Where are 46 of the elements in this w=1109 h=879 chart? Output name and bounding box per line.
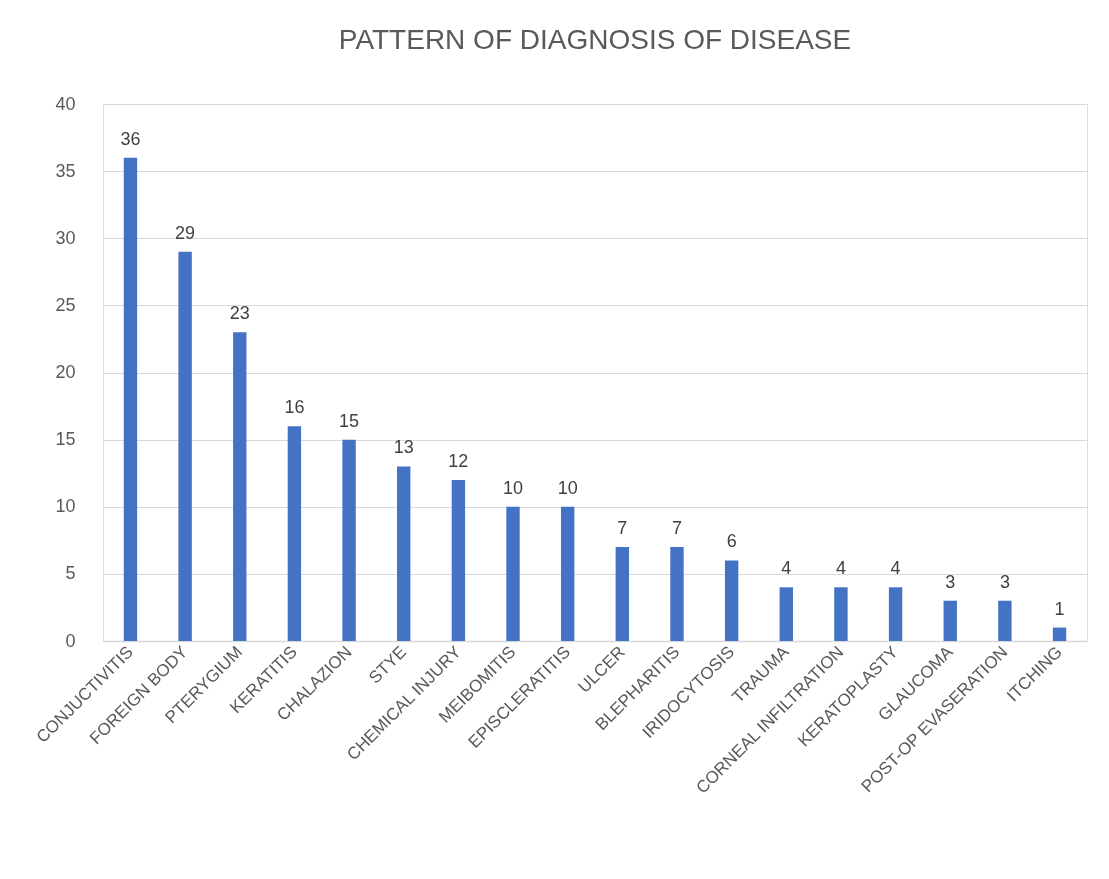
- data-label: 12: [448, 450, 469, 471]
- bar: [506, 506, 520, 641]
- y-tick-label: 25: [55, 294, 76, 315]
- data-label: 3: [945, 571, 956, 592]
- bar: [779, 587, 793, 641]
- bar: [615, 547, 630, 641]
- chart-title: PATTERN OF DIAGNOSIS OF DISEASE: [338, 24, 852, 55]
- data-label: 29: [175, 222, 196, 243]
- data-label: 6: [726, 531, 737, 552]
- data-label: 7: [617, 518, 628, 539]
- data-label: 10: [557, 477, 578, 498]
- y-tick-label: 35: [55, 160, 76, 181]
- bar: [342, 439, 356, 641]
- data-label: 10: [503, 477, 524, 498]
- y-tick-label: 5: [65, 563, 76, 584]
- data-label: 4: [835, 558, 846, 579]
- bar: [670, 547, 684, 641]
- y-tick-label: 20: [55, 362, 76, 382]
- y-tick-label: 40: [55, 93, 76, 114]
- data-label: 3: [999, 571, 1010, 592]
- bar: [451, 479, 466, 641]
- y-tick-label: 10: [55, 496, 76, 517]
- bar: [287, 426, 302, 641]
- bar: [123, 157, 138, 641]
- data-label: 4: [781, 558, 792, 579]
- data-label: 23: [229, 303, 250, 324]
- data-label: 15: [339, 410, 360, 431]
- bar: [560, 506, 575, 641]
- data-label: 16: [284, 397, 305, 418]
- data-label: 4: [890, 558, 901, 579]
- bar: [888, 587, 903, 641]
- bar: [1052, 627, 1067, 641]
- bar: [943, 600, 957, 641]
- bar: [998, 600, 1012, 641]
- y-tick-label: 15: [55, 429, 76, 450]
- data-label: 7: [671, 518, 682, 539]
- data-label: 36: [120, 128, 141, 149]
- data-label: 13: [393, 437, 414, 458]
- y-tick-label: 30: [55, 227, 76, 248]
- y-tick-label: 0: [65, 630, 76, 651]
- bar: [834, 587, 848, 641]
- bar: [724, 560, 739, 641]
- bar: [178, 251, 192, 641]
- bar: [397, 466, 411, 641]
- bar: [233, 332, 247, 641]
- data-label: 1: [1054, 598, 1065, 619]
